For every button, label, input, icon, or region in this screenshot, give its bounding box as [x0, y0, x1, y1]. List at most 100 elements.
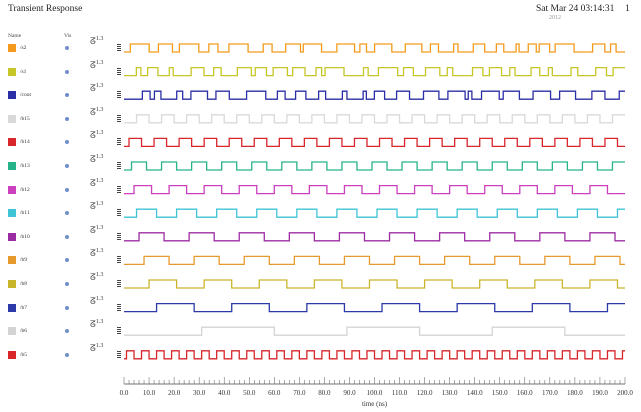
visibility-toggle-icon[interactable]: [65, 329, 69, 334]
y-axis-ticks: [117, 303, 121, 311]
chart-title: Transient Response: [8, 4, 83, 14]
x-axis-tick-label: 30.0: [193, 389, 206, 397]
series-color-swatch: [8, 350, 16, 359]
y-axis-ticks: [117, 44, 121, 51]
visibility-toggle-icon[interactable]: [65, 282, 69, 286]
visibility-toggle-icon[interactable]: [65, 187, 69, 192]
series-line: [124, 137, 625, 148]
page-number: 1: [625, 4, 630, 14]
y-axis-ticks: [117, 114, 121, 122]
series-color-swatch: [8, 67, 16, 76]
signal-row-label: /b9: [8, 255, 27, 265]
series-color-swatch: [8, 44, 16, 52]
series-color-swatch: [8, 91, 16, 100]
y-axis-ticks: [117, 67, 121, 75]
visibility-toggle-icon[interactable]: [65, 258, 69, 263]
y-axis-ticks: [117, 232, 121, 240]
y-axis-tick-label: ᘔ1.3: [90, 319, 104, 330]
y-axis-ticks: [117, 209, 121, 217]
x-axis-tick-label: 140.0: [467, 389, 483, 397]
visibility-toggle-icon[interactable]: [65, 46, 69, 50]
series-name: /b13: [20, 163, 30, 169]
series-color-swatch: [8, 256, 16, 265]
x-axis-tick-label: 90.0: [343, 389, 356, 397]
signal-row-label: /b10: [8, 232, 30, 242]
visibility-toggle-icon[interactable]: [65, 164, 69, 168]
series-color-swatch: [8, 209, 16, 218]
series-color-swatch: [8, 114, 16, 123]
visibility-toggle-icon[interactable]: [65, 211, 69, 216]
signal-row-label: /b5: [8, 350, 27, 360]
timestamp: Sat Mar 24 03:14:31: [536, 4, 615, 14]
series-line: [124, 232, 625, 242]
visibility-toggle-icon[interactable]: [65, 305, 69, 310]
signal-row-label: /cout: [8, 90, 31, 100]
visibility-toggle-icon[interactable]: [65, 69, 69, 74]
signal-row-label: /s2: [8, 43, 26, 53]
x-axis-tick-label: 110.0: [392, 389, 408, 397]
series-line: [124, 114, 625, 124]
series-color-swatch: [8, 138, 16, 147]
y-axis-tick-label: ᘔ1.3: [90, 83, 104, 94]
series-name: /cout: [20, 92, 31, 99]
x-axis-label: time (ns): [362, 400, 388, 408]
series-line: [124, 326, 625, 336]
x-axis-tick-label: 40.0: [218, 389, 231, 397]
series-line: [124, 161, 625, 171]
y-axis-tick-label: ᘔ1.3: [90, 106, 104, 117]
x-axis-tick-label: 160.0: [517, 389, 533, 397]
series-color-swatch: [8, 162, 16, 170]
series-name: /b10: [20, 233, 30, 240]
x-axis-tick-label: 0.0: [120, 389, 129, 397]
series-color-swatch: [8, 185, 16, 194]
column-header-vis: Vis: [64, 33, 72, 39]
visibility-toggle-icon[interactable]: [65, 93, 69, 98]
y-axis-tick-label: ᘔ1.3: [90, 177, 104, 188]
x-axis-tick-label: 190.0: [592, 389, 608, 397]
series-color-swatch: [8, 303, 16, 312]
series-line: [124, 255, 625, 266]
y-axis-ticks: [117, 185, 121, 193]
y-axis-ticks: [117, 280, 121, 287]
column-header-name: Name: [8, 33, 22, 39]
y-axis-tick-label: ᘔ1.3: [90, 130, 104, 141]
y-axis-ticks: [117, 256, 121, 264]
series-name: /b12: [20, 186, 30, 193]
series-name: /b6: [20, 328, 28, 335]
y-axis-ticks: [117, 327, 121, 335]
series-color-swatch: [8, 280, 16, 288]
x-axis-tick-label: 200.0: [617, 389, 633, 397]
series-name: /b7: [20, 304, 28, 311]
series-color-swatch: [8, 327, 16, 336]
signal-row-label: /b13: [8, 161, 30, 171]
y-axis-ticks: [117, 91, 121, 99]
signal-row-label: /s1: [8, 67, 26, 77]
visibility-toggle-icon[interactable]: [65, 352, 69, 357]
x-axis-tick-label: 170.0: [542, 389, 558, 397]
y-axis-tick-label: ᘔ1.3: [90, 342, 104, 353]
series-name: /b11: [20, 210, 30, 217]
series-line: [124, 279, 625, 289]
y-axis-ticks: [117, 138, 121, 146]
series-line: [124, 43, 625, 53]
series-line: [124, 302, 625, 313]
x-axis-tick-label: 10.0: [143, 389, 156, 397]
series-name: /b5: [20, 351, 28, 358]
signal-row-label: /b6: [8, 326, 27, 336]
signal-row-label: /b14: [8, 137, 30, 147]
signal-row-label: /b8: [8, 279, 27, 289]
x-axis-tick-label: 150.0: [492, 389, 508, 397]
visibility-toggle-icon[interactable]: [65, 140, 69, 145]
y-axis-tick-label: ᘔ1.3: [90, 59, 104, 70]
visibility-toggle-icon[interactable]: [65, 234, 69, 239]
y-axis-tick-label: ᘔ1.3: [90, 201, 104, 212]
x-axis-tick-label: 70.0: [293, 389, 306, 397]
series-line: [124, 90, 625, 100]
series-name: /b9: [20, 257, 28, 264]
visibility-toggle-icon[interactable]: [65, 116, 69, 121]
y-axis-tick-label: ᘔ1.3: [90, 154, 104, 164]
x-axis-tick-label: 20.0: [168, 389, 181, 397]
series-name: /s2: [20, 45, 27, 51]
y-axis-tick-label: ᘔ1.3: [90, 248, 104, 259]
